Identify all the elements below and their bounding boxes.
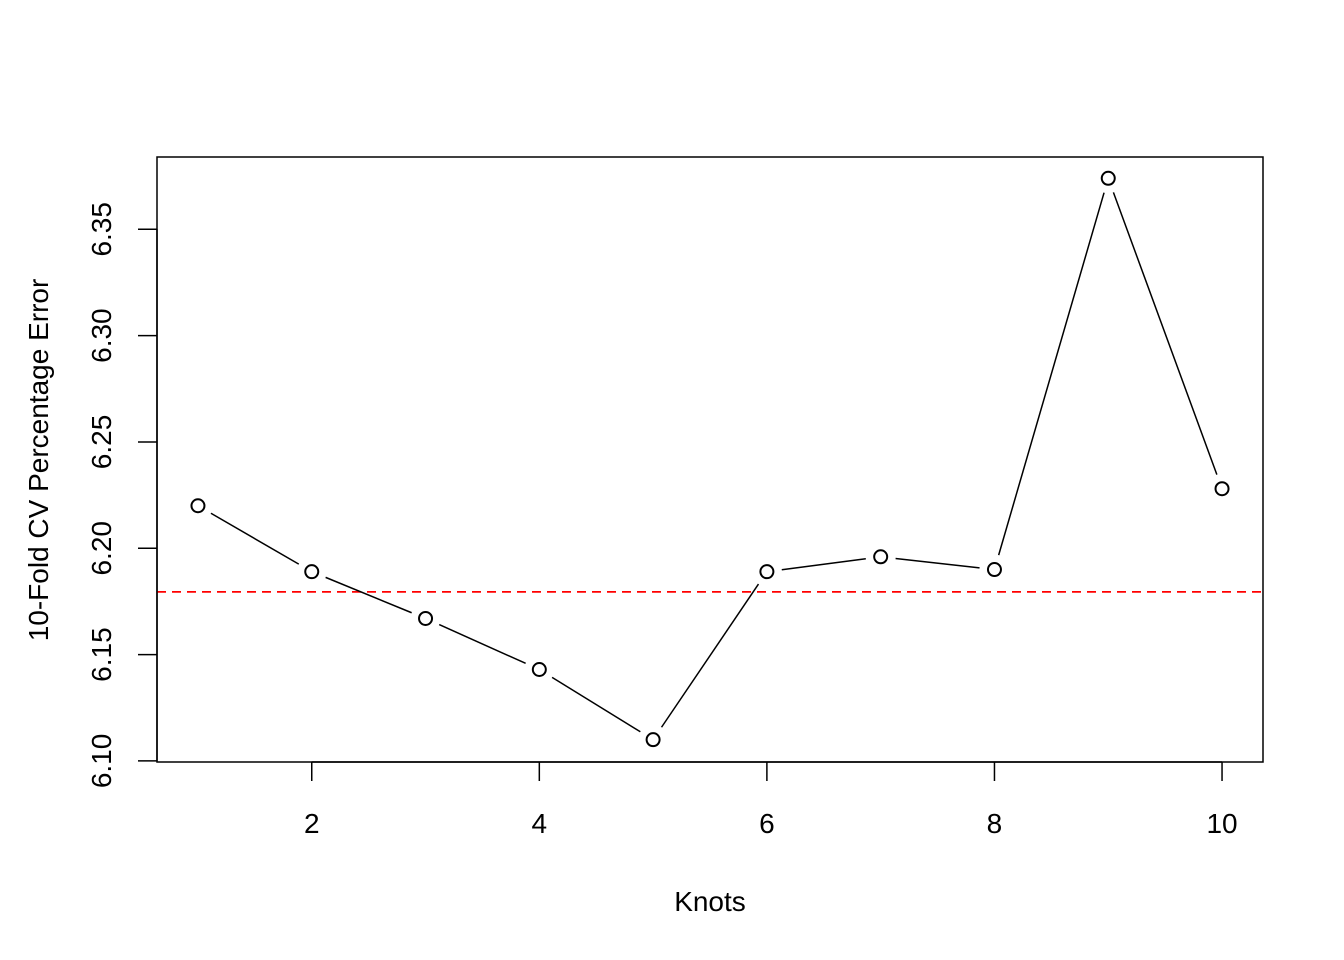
- series-segment: [997, 192, 1105, 556]
- y-axis-title: 10-Fold CV Percentage Error: [23, 279, 54, 642]
- x-tick-label: 10: [1206, 808, 1237, 839]
- plot-box: [156, 156, 1264, 763]
- data-point: [304, 564, 320, 580]
- y-tick-label: 6.20: [86, 521, 117, 576]
- data-point: [1100, 170, 1116, 186]
- data-point: [645, 732, 661, 748]
- y-tick-label: 6.10: [86, 734, 117, 789]
- series-segment: [325, 576, 412, 614]
- x-axis-title: Knots: [674, 886, 746, 917]
- series-segment: [551, 676, 641, 733]
- data-point: [1214, 481, 1230, 497]
- series-segment: [895, 557, 980, 569]
- x-tick-label: 8: [987, 808, 1003, 839]
- series-segment: [1112, 192, 1218, 475]
- series-lines: [210, 192, 1218, 733]
- series-segment: [660, 583, 760, 728]
- x-axis: 2 4 6 8 10: [304, 761, 1238, 839]
- data-point: [986, 562, 1002, 578]
- y-tick-label: 6.30: [86, 308, 117, 363]
- x-tick-label: 6: [759, 808, 775, 839]
- data-point: [418, 610, 434, 626]
- series-segment: [210, 512, 300, 565]
- series-segment: [438, 623, 526, 665]
- y-tick-label: 6.15: [86, 627, 117, 682]
- y-tick-label: 6.35: [86, 202, 117, 257]
- y-axis: 6.10 6.15 6.20 6.25 6.30 6.35: [86, 202, 158, 789]
- data-point: [873, 549, 889, 565]
- x-tick-label: 4: [532, 808, 548, 839]
- y-tick-label: 6.25: [86, 415, 117, 470]
- data-point: [190, 498, 206, 514]
- series-segment: [781, 557, 866, 571]
- data-point: [759, 564, 775, 580]
- data-point: [531, 661, 547, 677]
- x-tick-label: 2: [304, 808, 320, 839]
- data-points: [190, 170, 1230, 748]
